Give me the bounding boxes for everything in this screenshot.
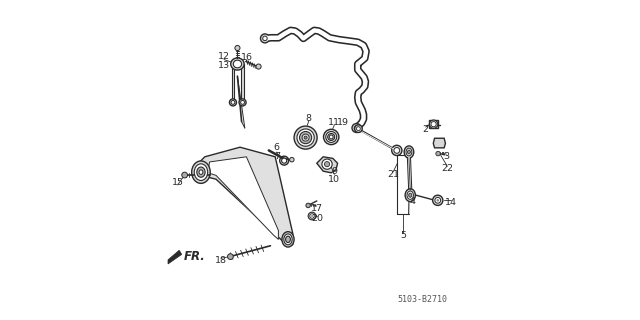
Ellipse shape [404,146,414,158]
Polygon shape [317,157,338,173]
Text: 18: 18 [215,256,227,265]
Text: 3: 3 [444,152,449,161]
Ellipse shape [302,134,309,141]
Ellipse shape [324,129,339,145]
Text: 4: 4 [410,197,416,206]
Text: 19: 19 [337,118,349,127]
Text: 21: 21 [387,170,399,179]
Circle shape [355,125,362,132]
Ellipse shape [406,148,412,156]
Polygon shape [232,64,234,102]
Circle shape [352,124,361,132]
Circle shape [308,212,316,220]
Ellipse shape [407,191,413,199]
Circle shape [260,34,269,43]
Circle shape [324,162,330,167]
Text: 10: 10 [328,175,340,184]
Ellipse shape [285,236,291,243]
Text: 17: 17 [311,204,323,213]
Circle shape [306,203,310,208]
Ellipse shape [192,161,210,183]
Polygon shape [193,147,292,245]
Text: 9: 9 [332,167,337,176]
Ellipse shape [197,167,205,177]
Circle shape [394,148,400,153]
Ellipse shape [231,58,244,70]
Circle shape [356,127,360,131]
Ellipse shape [405,189,415,202]
Ellipse shape [328,133,335,140]
Circle shape [322,159,332,169]
Ellipse shape [297,129,314,146]
Ellipse shape [234,60,242,68]
Ellipse shape [409,193,412,197]
Ellipse shape [241,100,244,104]
Text: 5103-B2710: 5103-B2710 [397,295,447,304]
Circle shape [311,215,313,217]
Circle shape [256,64,261,69]
Circle shape [355,126,359,130]
Ellipse shape [199,170,203,174]
Ellipse shape [300,132,312,144]
Circle shape [435,197,440,203]
Polygon shape [208,157,278,239]
Circle shape [436,151,440,156]
Polygon shape [241,64,244,102]
Ellipse shape [330,135,333,139]
Text: 15: 15 [172,178,184,187]
Circle shape [310,214,314,218]
Circle shape [182,172,188,178]
Ellipse shape [239,99,246,106]
Circle shape [392,145,402,156]
Ellipse shape [431,122,436,127]
Ellipse shape [280,156,289,165]
Ellipse shape [195,164,207,180]
Polygon shape [433,138,445,148]
Text: 11: 11 [328,118,340,127]
Ellipse shape [294,126,317,149]
Circle shape [290,157,294,162]
Text: 8: 8 [306,114,312,123]
Text: 6: 6 [274,143,280,152]
Circle shape [263,36,268,41]
Polygon shape [429,120,438,128]
Ellipse shape [282,158,287,163]
Text: 16: 16 [241,53,253,62]
Ellipse shape [282,232,294,247]
Ellipse shape [326,132,337,142]
Ellipse shape [304,136,307,139]
Text: FR.: FR. [184,250,205,262]
Text: 13: 13 [218,61,230,70]
Text: 2: 2 [422,125,429,134]
Ellipse shape [429,120,438,128]
Ellipse shape [284,234,292,245]
Text: 12: 12 [218,52,230,61]
Ellipse shape [230,99,237,106]
Circle shape [433,195,443,205]
Text: 14: 14 [445,198,456,207]
Circle shape [228,254,234,260]
Circle shape [235,45,240,51]
Polygon shape [168,250,182,264]
Text: 22: 22 [442,164,453,173]
Ellipse shape [231,100,235,104]
Ellipse shape [408,150,410,154]
Text: 20: 20 [311,214,323,223]
Text: 7: 7 [274,152,280,161]
Circle shape [436,199,439,202]
Text: 5: 5 [400,231,406,240]
